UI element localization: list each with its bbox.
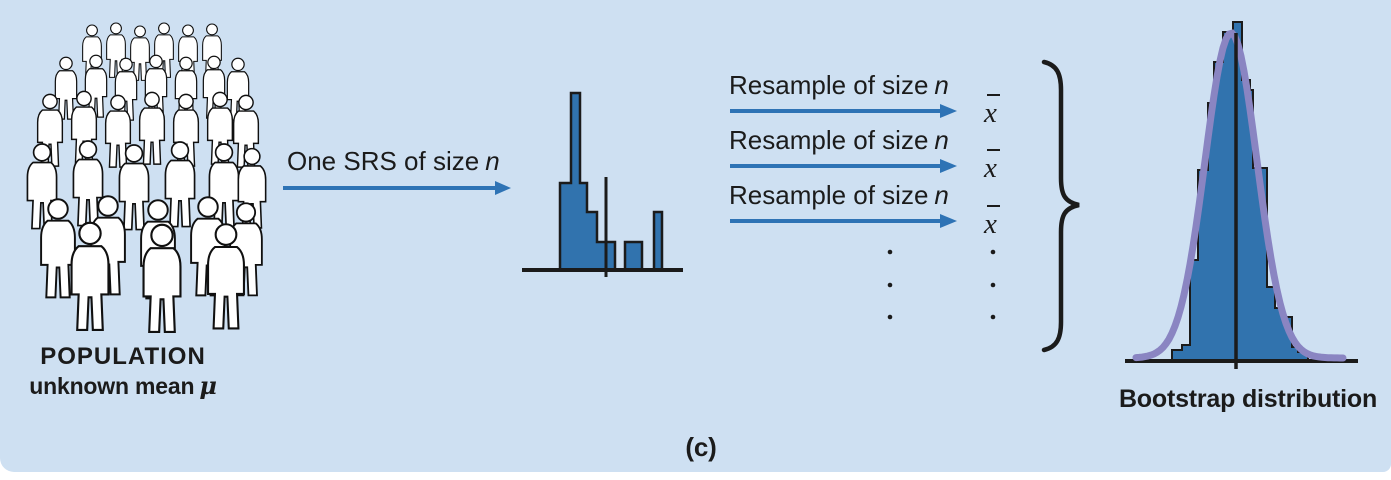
resample-label-text: Resample of size (729, 125, 929, 155)
xbar-statistic-3: x (984, 203, 1000, 239)
figure-caption: (c) (685, 432, 717, 462)
bootstrap-distribution-label: Bootstrap distribution (1118, 385, 1378, 413)
resample-label-text: Resample of size (729, 70, 929, 100)
resample-arrow-icon-3 (730, 214, 957, 228)
srs-arrow-label: One SRS of size n (287, 146, 500, 177)
srs-arrow-icon (283, 181, 511, 195)
population-subtitle: unknown mean μ (10, 371, 236, 400)
xbar-statistic-1: x (984, 92, 1000, 128)
population-subtitle-text: unknown mean (29, 373, 195, 399)
resample-arrow-icon-1 (730, 104, 957, 118)
brace-icon (1041, 59, 1080, 353)
resample-arrow-icon-2 (730, 159, 957, 173)
srs-label-n: n (485, 146, 500, 176)
resample-label-3: Resample of size n (729, 180, 949, 211)
ellipsis-dots (887, 249, 996, 320)
srs-label-text: One SRS of size (287, 146, 480, 176)
mu-symbol: μ (199, 371, 217, 400)
resample-label-1: Resample of size n (729, 70, 949, 101)
resample-label-n: n (934, 70, 949, 100)
sample-histogram (522, 91, 683, 277)
resample-label-text: Resample of size (729, 180, 929, 210)
population-title: POPULATION (40, 343, 206, 370)
population-crowd-illustration (26, 22, 267, 334)
bootstrap-histogram (1125, 21, 1358, 369)
resample-label-2: Resample of size n (729, 125, 949, 156)
resample-label-n: n (934, 180, 949, 210)
xbar-statistic-2: x (984, 147, 1000, 183)
resample-label-n: n (934, 125, 949, 155)
